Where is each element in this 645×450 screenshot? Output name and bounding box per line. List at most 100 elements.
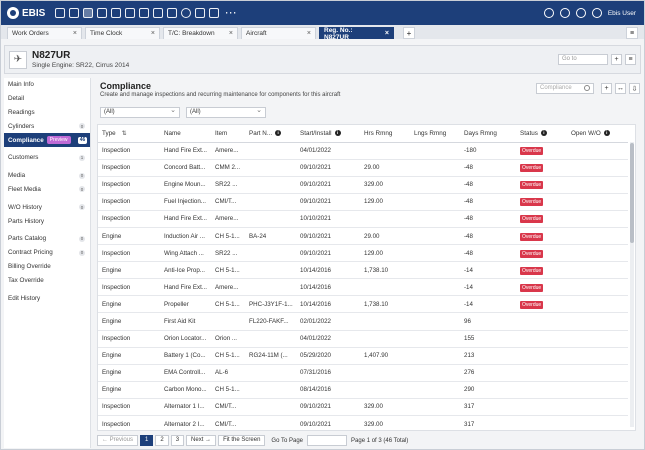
col-type[interactable]: Type ⇅ (98, 125, 160, 143)
tab-aircraft[interactable]: Aircraft × (241, 27, 316, 39)
status-filter-select[interactable]: (All) (186, 106, 266, 118)
user-avatar-icon[interactable] (591, 8, 602, 18)
table-row[interactable]: Engine EMA Controll... AL-6 07/31/2016 276 (98, 364, 628, 382)
table-cell: Engine (98, 261, 160, 280)
col-part-number[interactable]: Part N... i (245, 125, 296, 143)
table-row[interactable]: Inspection Concord Batt... CMM 2... 09/10/2… (98, 159, 628, 177)
sidebar-item-media[interactable]: Media 0 (4, 169, 90, 183)
logo-icon (7, 7, 19, 19)
sidebar-item-fleet-media[interactable]: Fleet Media 0 (4, 183, 90, 197)
list-icon[interactable] (125, 8, 136, 18)
sidebar-item-billing-override[interactable]: Billing Override (4, 260, 90, 274)
expand-icon[interactable]: ↔ (615, 83, 626, 94)
sidebar-item-readings[interactable]: Readings (4, 106, 90, 120)
add-tab-button[interactable]: + (403, 27, 415, 39)
table-row[interactable]: Inspection Engine Moun... SR22 ... 09/10/20… (98, 176, 628, 194)
tab-menu-button[interactable]: ≡ (626, 27, 638, 39)
coffee-icon[interactable] (97, 8, 108, 18)
info-icon[interactable]: i (540, 130, 547, 137)
table-row[interactable]: Inspection Hand Fire Ext... Amere... 10/10/… (98, 210, 628, 228)
bell-icon[interactable] (543, 8, 554, 18)
info-icon[interactable]: i (334, 130, 341, 137)
sidebar-item-customers[interactable]: Customers 1 (4, 151, 90, 165)
col-label: Start/Install (300, 129, 332, 137)
sidebar-item-compliance[interactable]: Compliance Preview 46 (4, 133, 90, 147)
tab-tc-breakdown[interactable]: T/C: Breakdown × (163, 27, 238, 39)
table-row[interactable]: Engine Propeller CH 5-1... PHC-J3Y1F-1... 10… (98, 295, 628, 314)
table-row[interactable]: Inspection Hand Fire Ext... Amere... 10/14/… (98, 278, 628, 297)
table-row[interactable]: Engine Battery 1 (Co... CH 5-1... RG24-11M … (98, 347, 628, 365)
sliders-icon[interactable] (153, 8, 164, 18)
goto-page-input[interactable] (307, 435, 348, 446)
close-icon[interactable]: × (306, 30, 311, 37)
document-icon[interactable] (69, 8, 80, 18)
col-name[interactable]: Name (160, 125, 211, 143)
table-row[interactable]: Inspection Hand Fire Ext... Amere... 04/01/… (98, 142, 628, 160)
dashboard-icon[interactable] (55, 8, 66, 18)
wrench-icon[interactable] (111, 8, 122, 18)
settings-icon[interactable] (575, 8, 586, 18)
col-open-wo[interactable]: Open W/O i (567, 125, 628, 143)
previous-button[interactable]: ← Previous (97, 435, 139, 446)
col-lngs-rmng[interactable]: Lngs Rmng (410, 125, 460, 143)
table-row[interactable]: Engine Induction Air ... CH 5-1... BA-24 09/… (98, 227, 628, 246)
close-icon[interactable]: × (384, 30, 389, 37)
table-row[interactable]: Inspection Alternator 2 I... CMI/T... 09/10… (98, 415, 628, 430)
col-item[interactable]: Item (211, 125, 245, 143)
sidebar-item-label: Detail (8, 95, 25, 103)
col-start-install[interactable]: Start/Install i (296, 125, 360, 143)
table-row[interactable]: Inspection Wing Attach ... SR22 ... 09/10/2… (98, 244, 628, 263)
col-days-rmng[interactable]: Days Rmng (460, 125, 516, 143)
calendar-icon[interactable] (209, 8, 220, 18)
sidebar-item-edit-history[interactable]: Edit History (4, 291, 90, 305)
sidebar-item-detail[interactable]: Detail (4, 92, 90, 106)
add-icon[interactable]: + (601, 83, 612, 94)
goto-input[interactable]: Go to (558, 54, 608, 65)
sidebar-item-main-info[interactable]: Main Info (4, 78, 90, 92)
table-row[interactable]: Engine Anti-Ice Prop... CH 5-1... 10/14/201… (98, 261, 628, 280)
table-row[interactable]: Inspection Fuel Injection... CMI/T... 09/10… (98, 193, 628, 211)
help-icon[interactable] (559, 8, 570, 18)
table-row[interactable]: Inspection Orion Locator... Orion ... 04/01… (98, 330, 628, 348)
cart-icon[interactable] (139, 8, 150, 18)
table-row[interactable]: Inspection Alternator 1 I... CMI/T... 09/10… (98, 398, 628, 417)
scrollbar-thumb[interactable] (630, 143, 634, 243)
close-icon[interactable]: × (72, 30, 77, 37)
sidebar-item-contract-pricing[interactable]: Contract Pricing 0 (4, 246, 90, 260)
aircraft-icon[interactable] (83, 8, 94, 18)
sidebar-item-parts-catalog[interactable]: Parts Catalog 0 (4, 232, 90, 246)
app-logo[interactable]: EBIS (7, 7, 45, 19)
next-button[interactable]: Next → (186, 435, 217, 446)
sidebar-item-w-o-history[interactable]: W/O History 0 (4, 200, 90, 214)
sort-icon[interactable]: ⇅ (121, 130, 127, 137)
page-1-button[interactable]: 1 (140, 435, 154, 446)
table-row[interactable]: Engine First Aid Kit FL220-FAKF... 02/01/20… (98, 312, 628, 331)
fit-screen-button[interactable]: Fit the Screen (218, 435, 266, 446)
sidebar-item-cylinders[interactable]: Cylinders 0 (4, 119, 90, 133)
tab-reg-no[interactable]: Reg. No.: N827UR × (319, 27, 394, 41)
shield-icon[interactable] (181, 8, 192, 18)
tab-time-clock[interactable]: Time Clock × (85, 27, 160, 39)
info-icon[interactable]: i (603, 130, 610, 137)
page-2-button[interactable]: 2 (155, 435, 169, 446)
add-icon[interactable]: + (611, 54, 622, 65)
close-icon[interactable]: × (228, 30, 233, 37)
sidebar-item-parts-history[interactable]: Parts History (4, 214, 90, 228)
compliance-search-input[interactable]: Compliance (536, 83, 594, 94)
close-icon[interactable]: × (150, 30, 155, 37)
megaphone-icon[interactable] (167, 8, 178, 18)
page-3-button[interactable]: 3 (170, 435, 185, 446)
more-icon[interactable]: ··· (225, 8, 238, 18)
col-status[interactable]: Status i (516, 125, 567, 143)
menu-icon[interactable]: ≡ (625, 54, 636, 65)
scrollbar-track[interactable] (630, 142, 634, 427)
export-icon[interactable]: ⇩ (629, 83, 640, 94)
info-icon[interactable]: i (275, 130, 282, 137)
tab-work-orders[interactable]: Work Orders × (7, 27, 82, 39)
sidebar-item-tax-override[interactable]: Tax Override (4, 273, 90, 287)
type-filter-select[interactable]: (All) (100, 106, 180, 118)
col-hrs-rmng[interactable]: Hrs Rmng (360, 125, 410, 143)
user-name[interactable]: Ebis User (607, 9, 636, 17)
table-row[interactable]: Engine Carbon Mono... CH 5-1... 08/14/2016 2… (98, 381, 628, 399)
invoice-icon[interactable] (195, 8, 206, 18)
